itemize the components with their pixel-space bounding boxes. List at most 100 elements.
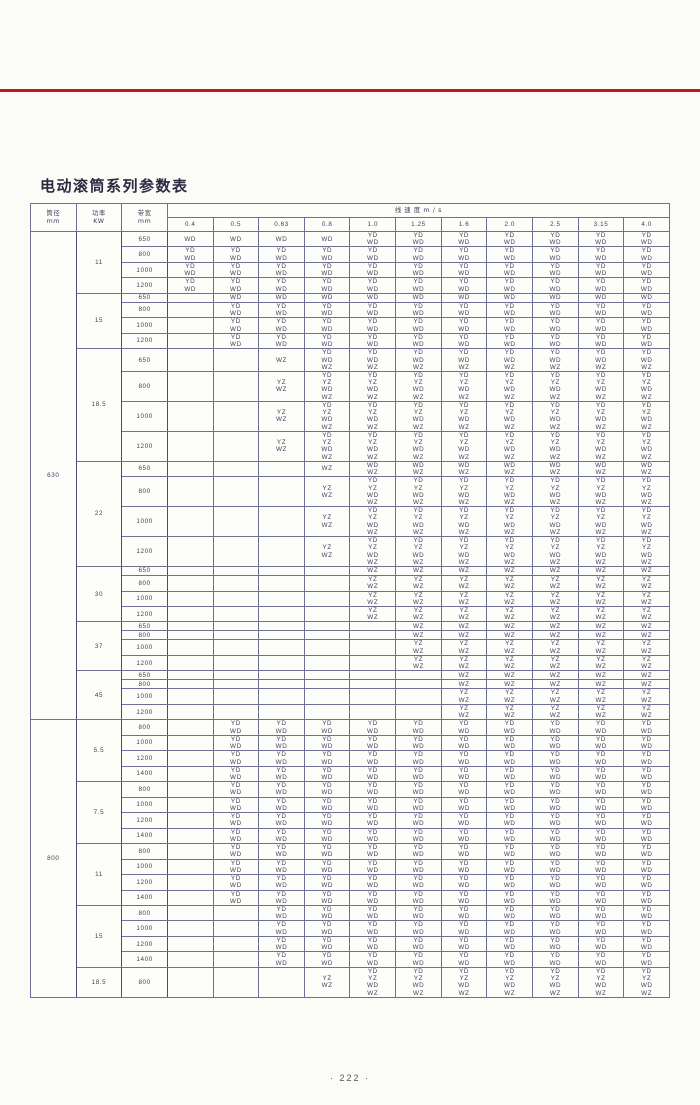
cell-value: YD WD — [349, 719, 397, 736]
cell-empty — [349, 630, 397, 641]
cell-value: YD YZ WD WZ — [440, 966, 488, 998]
cell-value: WD — [395, 292, 442, 303]
cell-value: YD YZ WD WZ — [623, 370, 670, 402]
cell-power: 7.5 — [75, 781, 123, 845]
cell-belt-width: 1000 — [121, 858, 168, 876]
cell-empty — [258, 606, 305, 623]
cell-value: YD YZ WD WZ — [577, 476, 625, 508]
cell-belt-width: 650 — [121, 670, 168, 681]
cell-value: YD WD — [440, 750, 488, 767]
cell-value: YD WD — [258, 734, 305, 752]
table-row: 1000 YD WD YD WD YD WD YD WD YD WD YD WD YD WD YD WD YD WD… — [31, 317, 670, 334]
cell-value: YD WD — [486, 765, 534, 783]
table-row: 800 YZ WZ YZ WZ YZ WZ YZ WZ YZ WZ YZ WZ YZ WZ — [31, 575, 670, 592]
cell-value: YZ WZ — [486, 703, 534, 721]
cell-empty — [166, 639, 214, 656]
cell-value: YD YZ WD WZ — [532, 536, 579, 568]
cell-value: YD WD — [577, 781, 625, 798]
cell-value: YD YZ WD WZ — [440, 506, 488, 538]
cell-value: YD WD — [440, 301, 488, 319]
cell-value: YD WD — [212, 874, 260, 891]
cell-value: YD WD — [212, 317, 260, 334]
cell-value: YD WD WZ — [486, 348, 534, 372]
cell-value: YD YZ WD WZ — [349, 370, 397, 402]
cell-empty — [212, 566, 260, 577]
cell-value: YZ WZ — [258, 430, 305, 462]
cell-value: YD YZ WD WZ — [395, 370, 442, 402]
cell-belt-width: 650 — [121, 348, 168, 372]
cell-value: YZ WZ — [303, 536, 351, 568]
cell-empty — [212, 951, 260, 968]
cell-value: YD YZ WD WZ — [623, 400, 670, 432]
cell-value: YD YZ WD WZ — [395, 430, 442, 462]
cell-value: WZ — [486, 630, 534, 641]
cell-empty — [303, 606, 351, 623]
cell-empty — [303, 679, 351, 690]
cell-value: YD WD — [212, 734, 260, 752]
table-row: 1200 YZ WZ YD YZ WD WZ YD YZ WD WZ YD YZ WD WZ YD YZ WD WZ… — [31, 430, 670, 462]
cell-value: YD WD — [577, 874, 625, 891]
cell-empty — [258, 590, 305, 608]
cell-empty — [212, 966, 260, 998]
cell-value: YD WD — [395, 796, 442, 814]
cell-value: YD WD — [212, 301, 260, 319]
cell-value: YD YZ WD WZ — [532, 476, 579, 508]
cell-value: YD WD — [395, 781, 442, 798]
cell-empty — [166, 332, 214, 350]
table-row: 800 5.5 800 YD WD YD WD YD WD YD WD YD WD YD WD YD WD YD W… — [30, 719, 670, 998]
cell-value: YD YZ WD WZ — [577, 370, 625, 402]
table-row: 1200 YD WD YD WD YD WD YD WD YD WD YD WD YD WD YD WD YD WD — [31, 935, 670, 953]
cell-value: WZ — [395, 621, 442, 632]
cell-value: YZ WZ — [395, 606, 442, 623]
cell-empty — [303, 703, 351, 721]
cell-value: WZ — [577, 679, 625, 690]
header-speed-2.5: 2.5 — [532, 217, 579, 232]
cell-value: YD WD — [532, 301, 579, 319]
parameter-table: 筒径 mm 功率 KW 带宽 mm 线 速 度 m / s 0.4 0.5 0.63 0.8 1.0 1… — [30, 203, 671, 998]
cell-empty — [258, 966, 305, 998]
cell-value: YZ WZ — [440, 703, 488, 721]
cell-empty — [258, 670, 305, 681]
cell-power: 11 — [75, 843, 123, 906]
cell-empty — [166, 670, 214, 681]
cell-value: YD WD — [258, 858, 305, 876]
cell-empty — [303, 621, 351, 632]
cell-value: YZ WZ — [486, 688, 534, 705]
cell-empty — [166, 621, 214, 632]
cell-belt-width: 800 — [121, 476, 168, 508]
cell-diameter: 800 — [30, 719, 77, 998]
cell-power: 15 — [75, 292, 123, 350]
cell-value: YD WD — [258, 781, 305, 798]
cell-value: YD WD — [623, 734, 670, 752]
cell-belt-width: 1000 — [121, 506, 168, 538]
table-row: 1200 YD WD YD WD YD WD YD WD YD WD YD WD YD WD YD WD YD WD… — [31, 277, 670, 294]
cell-value: YD WD — [395, 301, 442, 319]
cell-value: YD WD — [166, 277, 214, 294]
cell-value: YD WD — [212, 812, 260, 829]
cell-value: YD WD — [486, 246, 534, 263]
cell-empty — [166, 460, 214, 478]
cell-empty — [212, 536, 260, 568]
cell-value: YD WD — [486, 920, 534, 937]
table-row: 630 11 650 WD WD WD WD YD WD YD WD YD WD YD WD YD WD YD WD… — [30, 230, 670, 721]
cell-empty — [303, 654, 351, 672]
cell-value: YD WD — [349, 765, 397, 783]
cell-belt-width: 1400 — [121, 765, 168, 783]
cell-value: YZ WZ — [577, 654, 625, 672]
cell-value: YD YZ WD WZ — [349, 536, 397, 568]
cell-value: YZ WZ — [440, 590, 488, 608]
cell-value: YD WD — [395, 277, 442, 294]
page-title: 电动滚筒系列参数表 — [40, 177, 189, 195]
table-row: 1400 YD WD YD WD YD WD YD WD YD WD YD WD YD WD YD WD YD WD… — [31, 827, 670, 845]
cell-value: YD WD — [577, 796, 625, 814]
cell-belt-width: 800 — [121, 966, 168, 998]
cell-belt-width: 1000 — [121, 734, 168, 752]
cell-value: YD WD — [395, 317, 442, 334]
cell-value: YD WD — [532, 765, 579, 783]
cell-empty — [212, 348, 260, 372]
cell-value: WZ — [532, 670, 579, 681]
cell-empty — [166, 703, 214, 721]
cell-value: YD WD — [577, 332, 625, 350]
table-row: 800 YD WD YD WD YD WD YD WD YD WD YD WD YD WD YD WD YD WD Y… — [31, 301, 670, 319]
cell-value: YD WD — [395, 858, 442, 876]
